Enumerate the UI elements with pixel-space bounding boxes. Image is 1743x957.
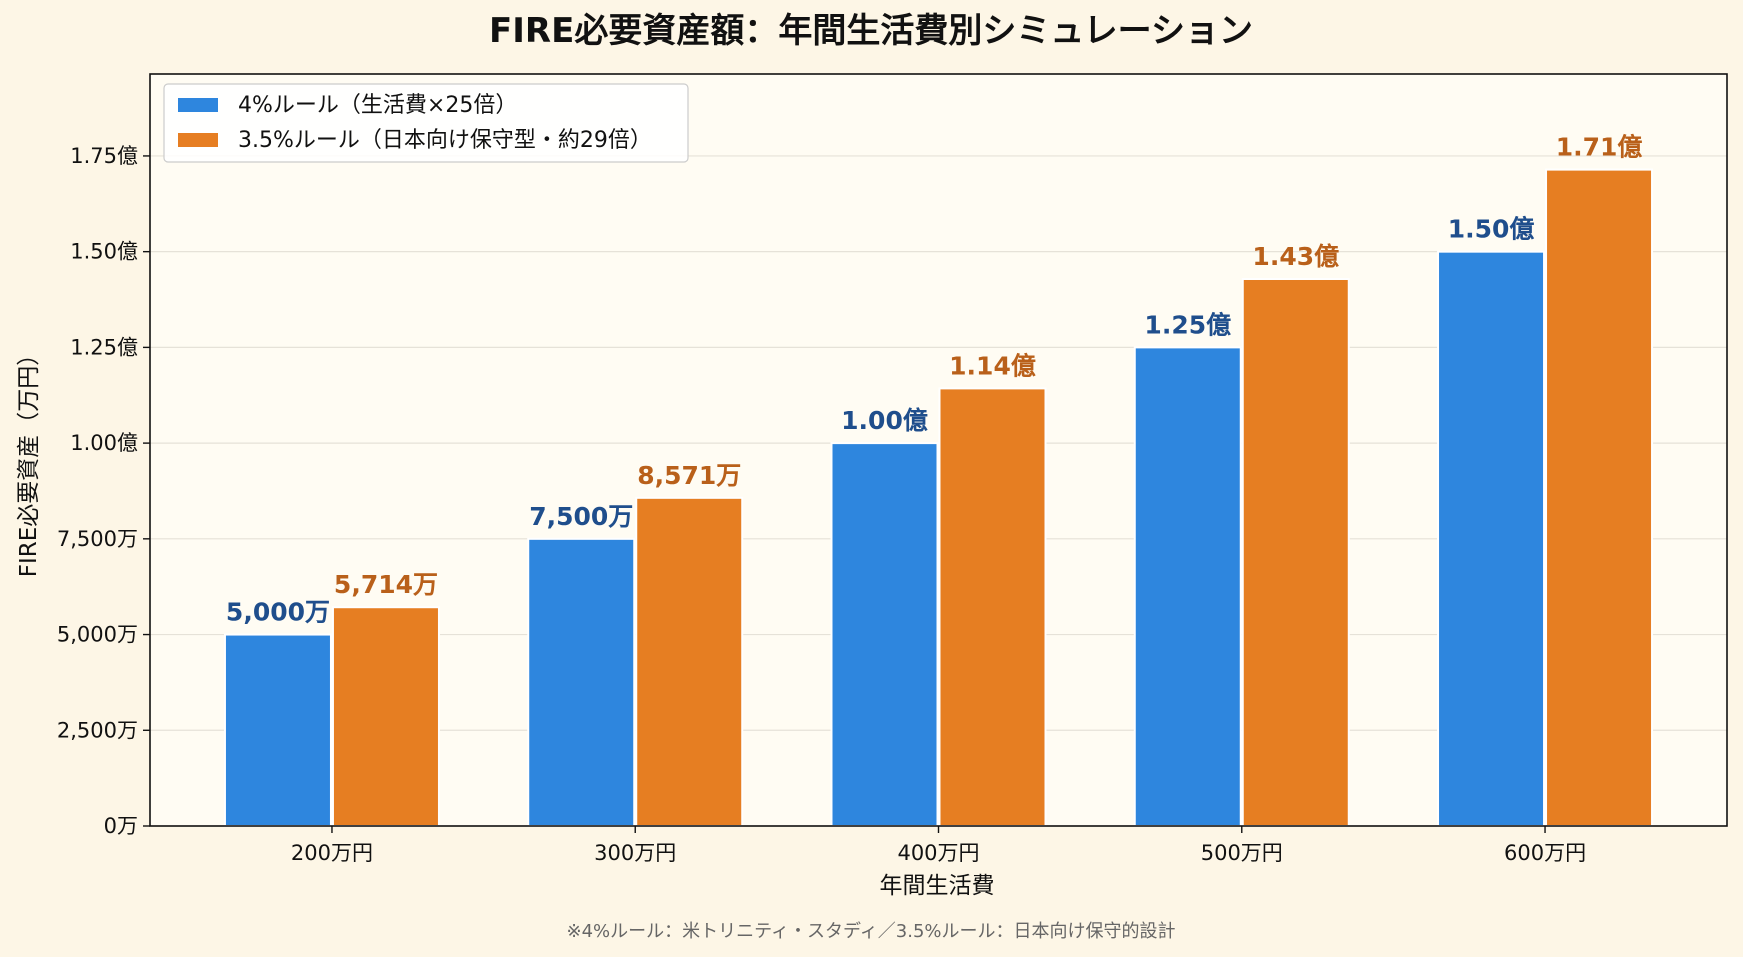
legend: 4%ルール（生活費×25倍） 3.5%ルール（日本向け保守型・約29倍）	[163, 83, 689, 163]
bar-value-label: 7,500万	[529, 502, 633, 531]
x-tick-label: 200万円	[291, 841, 373, 865]
y-tick-label: 7,500万	[57, 527, 138, 551]
x-axis-label: 年間生活費	[880, 873, 995, 899]
bar-4pct	[1437, 250, 1546, 827]
y-tick-label: 0万	[104, 814, 138, 838]
chart-title: FIRE必要資産額：年間生活費別シミュレーション	[489, 11, 1253, 51]
legend-box	[163, 83, 689, 163]
bar-4pct	[223, 633, 332, 827]
bar-3-5pct	[1241, 278, 1350, 827]
y-tick-label: 1.50億	[70, 240, 138, 264]
bar-value-label: 1.50億	[1448, 215, 1535, 244]
bar-value-label: 1.71億	[1556, 133, 1643, 162]
y-tick-label: 2,500万	[57, 718, 138, 742]
y-tick-label: 1.25億	[70, 335, 138, 359]
bar-value-label: 8,571万	[637, 461, 741, 490]
bar-3-5pct	[331, 606, 440, 827]
bar-value-label: 5,000万	[226, 598, 330, 627]
bar-value-label: 1.25億	[1144, 310, 1231, 339]
bar-4pct	[1133, 346, 1242, 827]
legend-label-4pct: 4%ルール（生活費×25倍）	[238, 93, 517, 118]
bar-3-5pct	[1545, 168, 1654, 827]
y-tick-label: 1.00億	[70, 431, 138, 455]
bar-value-label: 5,714万	[334, 570, 438, 599]
x-tick-label: 300万円	[594, 841, 676, 865]
legend-label-3-5pct: 3.5%ルール（日本向け保守型・約29倍）	[238, 128, 652, 153]
bar-value-label: 1.14億	[949, 351, 1036, 380]
bar-value-label: 1.43億	[1252, 242, 1339, 271]
bar-4pct	[527, 537, 636, 827]
x-tick-label: 400万円	[897, 841, 979, 865]
bar-3-5pct	[938, 387, 1047, 827]
bars	[223, 168, 1654, 827]
x-tick-label: 600万円	[1504, 841, 1586, 865]
bar-3-5pct	[635, 496, 744, 827]
y-tick-label: 1.75億	[70, 144, 138, 168]
bar-value-label: 1.00億	[841, 406, 928, 435]
legend-swatch-4pct	[178, 98, 218, 112]
y-axis-label: FIRE必要資産（万円）	[16, 343, 42, 578]
bar-4pct	[830, 442, 939, 827]
y-tick-label: 5,000万	[57, 623, 138, 647]
legend-swatch-3-5pct	[178, 133, 218, 147]
axes: 0万 2,500万 5,000万 7,500万 1.00億 1.25億 1.50億 1.75億…	[57, 144, 1586, 865]
x-tick-label: 500万円	[1201, 841, 1283, 865]
footnote: ※4%ルール：米トリニティ・スタディ／3.5%ルール：日本向け保守的設計	[566, 921, 1175, 942]
